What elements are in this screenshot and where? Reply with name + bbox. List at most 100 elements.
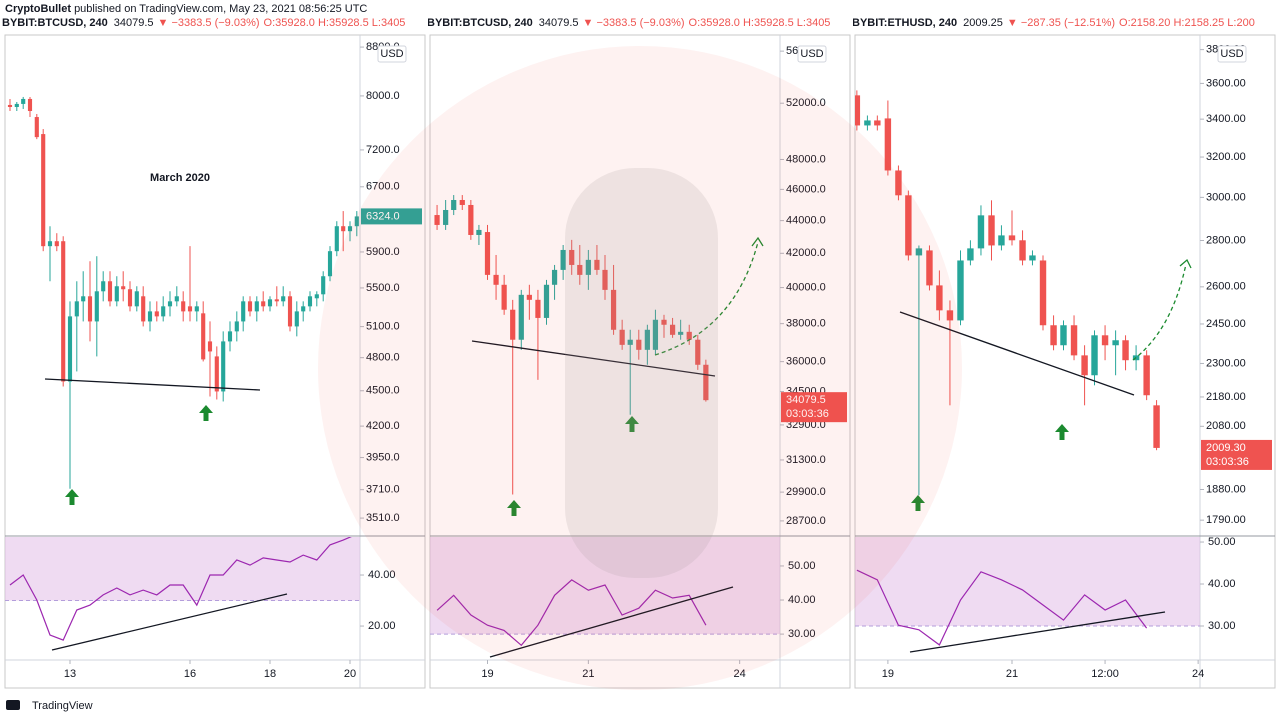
candle-body <box>695 339 701 365</box>
last-value: 34079.5 <box>539 17 579 29</box>
rsi-tick-label: 30.00 <box>788 628 816 640</box>
candle-body <box>610 289 617 330</box>
candle-body <box>915 248 923 256</box>
candle-body <box>577 264 583 275</box>
y-tick-label: 5900.0 <box>366 246 400 258</box>
candle-body <box>114 286 119 302</box>
y-tick-label: 4200.0 <box>366 420 400 432</box>
candle-body <box>334 226 339 252</box>
bitcoin-watermark <box>565 168 718 578</box>
y-tick-label: 3710.0 <box>366 484 400 496</box>
candle-body <box>594 259 600 270</box>
candle-body <box>314 294 319 299</box>
x-tick-label: 18 <box>264 668 276 680</box>
currency-badge <box>797 45 827 63</box>
rsi-pane <box>5 537 360 641</box>
candle-body <box>998 235 1005 246</box>
y-tick-label: 28700.0 <box>786 515 826 527</box>
candle-body <box>895 170 902 196</box>
candle-body <box>560 249 566 270</box>
x-tick-label: 20 <box>344 668 356 680</box>
rsi-trendline <box>909 611 1166 653</box>
rsi-tick-label: 30.00 <box>1208 620 1236 632</box>
candle-body <box>855 95 861 126</box>
y-tick-label: 2300.00 <box>1206 357 1246 369</box>
candle-body <box>678 331 684 335</box>
last-value: 2009.25 <box>963 17 1003 29</box>
candle-body <box>7 104 13 107</box>
arrows <box>65 405 1069 516</box>
price-pane <box>855 90 1160 496</box>
x-tick-label: 21 <box>582 668 594 680</box>
candle-body <box>81 296 86 302</box>
y-tick-label: 31300.0 <box>786 454 826 466</box>
x-tick-label: 21 <box>1006 668 1018 680</box>
ohlc: O:2158.20 H:2158.25 L:200 <box>1119 17 1255 29</box>
candle-body <box>61 241 66 382</box>
last-price-box <box>781 392 847 423</box>
candle-body <box>1081 355 1088 376</box>
y-tick-label: 3400.00 <box>1206 113 1246 125</box>
candle-body <box>74 301 79 317</box>
publisher-line: CryptoBullet published on TradingView.co… <box>5 3 367 15</box>
x-tick-label: 24 <box>734 668 746 680</box>
logo-watermark <box>318 46 962 690</box>
rsi-band <box>855 537 1200 626</box>
rsi-line <box>436 579 707 647</box>
rsi-tick-label: 50.00 <box>1208 536 1236 548</box>
candle-body <box>669 324 676 335</box>
candle-body <box>194 306 199 312</box>
candle-body <box>884 118 892 171</box>
symbol: BYBIT:BTCUSD, 240 <box>427 17 533 29</box>
candle-body <box>247 301 253 312</box>
symbol: BYBIT:ETHUSD, 240 <box>852 17 957 29</box>
chart-panel: BYBIT:BTCUSD, 240 34079.5 ▼ −3383.5 (−9.03… <box>427 17 851 689</box>
rsi-trendline <box>51 593 288 651</box>
candle-body <box>957 260 964 321</box>
ohlc: O:35928.0 H:35928.5 L:3405 <box>689 17 831 29</box>
x-tick-label: 19 <box>481 668 493 680</box>
candle-body <box>267 299 273 307</box>
y-tick-label: 2180.00 <box>1206 391 1246 403</box>
y-tick-label: 1790.00 <box>1206 514 1246 526</box>
candle-body <box>221 341 226 392</box>
candle-body <box>161 306 166 317</box>
y-tick-label: 8000.0 <box>366 90 400 102</box>
candle-body <box>147 311 153 322</box>
candle-body <box>261 301 266 307</box>
candle-body <box>686 331 692 340</box>
candle-body <box>652 319 659 350</box>
candle-body <box>443 209 449 225</box>
candle-body <box>234 321 239 332</box>
up-arrow <box>199 405 213 421</box>
candle-body <box>946 310 954 321</box>
candle-body <box>321 276 326 295</box>
candle-body <box>67 316 73 382</box>
candle-body <box>1019 240 1026 261</box>
candle-body <box>307 296 313 307</box>
projection-head <box>751 236 764 247</box>
candle-body <box>167 301 173 307</box>
up-arrow <box>65 489 79 505</box>
y-tick-label: 1880.00 <box>1206 483 1246 495</box>
chart-panel: BYBIT:ETHUSD, 240 2009.25 ▼ −287.35 (−12.5… <box>852 17 1276 689</box>
candle-body <box>241 301 246 322</box>
candle-body <box>47 241 53 247</box>
candle-body <box>141 296 146 322</box>
currency-label: USD <box>380 48 403 60</box>
candle-body <box>1101 335 1109 346</box>
price-pane <box>7 96 359 489</box>
y-tick-label: 44000.0 <box>786 215 826 227</box>
candle-body <box>703 364 709 401</box>
currency-label: USD <box>1220 48 1243 60</box>
candle-body <box>1008 235 1016 241</box>
price-pane <box>434 195 709 495</box>
candle-body <box>585 259 591 275</box>
rsi-pane <box>430 537 780 647</box>
y-tick-label: 48000.0 <box>786 153 826 165</box>
candle-body <box>1070 325 1078 356</box>
y-tick-label: 3510.0 <box>366 512 400 524</box>
candle-body <box>101 281 106 292</box>
candle-body <box>94 291 99 322</box>
up-arrow <box>507 500 521 516</box>
